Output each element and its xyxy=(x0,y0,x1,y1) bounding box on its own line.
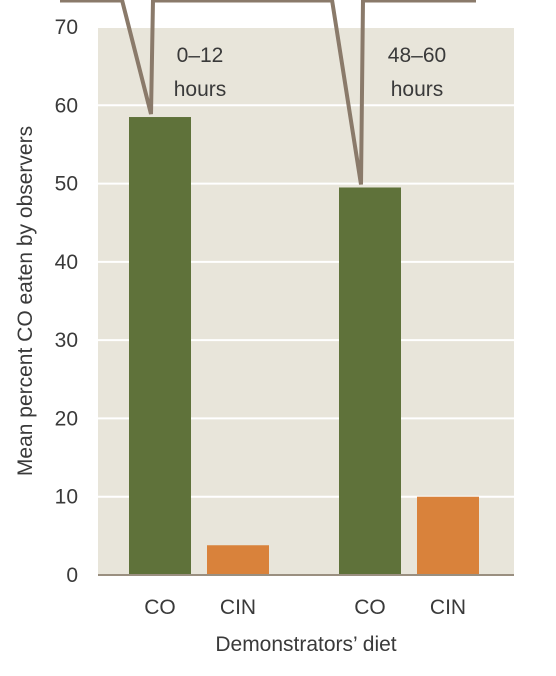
x-axis-title: Demonstrators’ diet xyxy=(215,633,396,656)
y-tick-label: 70 xyxy=(55,16,78,39)
y-tick-label: 40 xyxy=(55,251,78,274)
bar-cin xyxy=(417,496,479,575)
y-axis-title: Mean percent CO eaten by observers xyxy=(14,126,37,476)
group-label: hours xyxy=(391,78,444,101)
y-tick-label: 0 xyxy=(66,564,78,587)
bars xyxy=(129,117,479,576)
bar-co xyxy=(339,187,401,575)
callout-pointer xyxy=(120,0,155,115)
callout-pointer xyxy=(330,0,365,185)
bar-cin xyxy=(207,545,269,575)
y-tick-label: 10 xyxy=(55,486,78,509)
group-label: 48–60 xyxy=(388,44,446,67)
callouts xyxy=(60,0,476,185)
y-tick-label: 50 xyxy=(55,173,78,196)
y-tick-label: 20 xyxy=(55,407,78,430)
y-tick-labels: 0 10 20 30 40 50 60 70 xyxy=(55,16,78,587)
group-label: 0–12 xyxy=(177,44,224,67)
y-tick-label: 30 xyxy=(55,329,78,352)
x-tick-label: CIN xyxy=(220,596,256,619)
bar-co xyxy=(129,117,191,576)
x-tick-label: CO xyxy=(144,596,176,619)
y-tick-label: 60 xyxy=(55,94,78,117)
x-tick-label: CIN xyxy=(430,596,466,619)
x-tick-labels: CO CIN CO CIN xyxy=(144,596,466,619)
group-labels: 0–12 hours 48–60 hours xyxy=(174,44,446,101)
group-label: hours xyxy=(174,78,227,101)
x-tick-label: CO xyxy=(354,596,386,619)
